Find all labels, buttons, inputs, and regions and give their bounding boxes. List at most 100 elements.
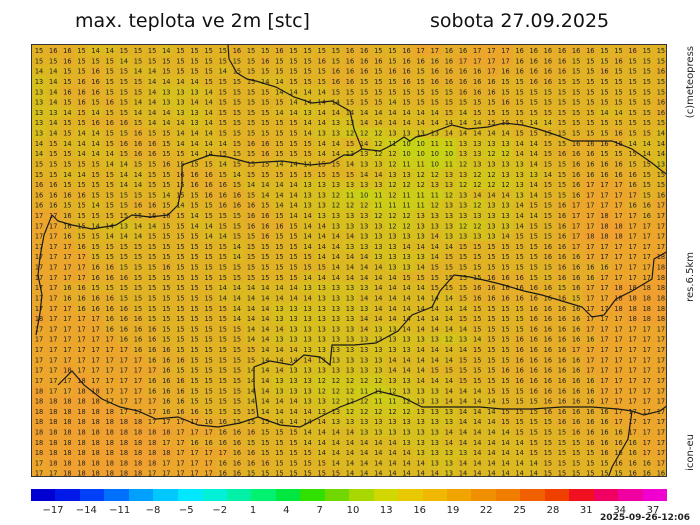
- temperature-value: 15: [233, 222, 241, 230]
- temperature-cell-fill: [569, 189, 584, 201]
- temperature-value: 15: [586, 99, 594, 107]
- temperature-cell-fill: [244, 282, 259, 294]
- temperature-cell-fill: [427, 240, 443, 252]
- temperature-cell-fill: [32, 251, 47, 263]
- temperature-value: 13: [360, 160, 368, 168]
- temperature-cell-fill: [145, 447, 160, 458]
- temperature-value: 15: [459, 99, 467, 107]
- temperature-value: 14: [332, 264, 340, 272]
- temperature-cell-fill: [597, 189, 613, 201]
- temperature-cell-fill: [554, 313, 570, 324]
- temperature-value: 15: [388, 57, 396, 65]
- temperature-cell-fill: [187, 55, 203, 67]
- temperature-value: 16: [515, 367, 523, 375]
- temperature-cell-fill: [314, 127, 330, 139]
- temperature-cell-fill: [88, 96, 104, 108]
- temperature-value: 18: [91, 449, 99, 457]
- temperature-value: 15: [247, 191, 255, 199]
- temperature-value: 16: [106, 264, 114, 272]
- temperature-value: 14: [346, 459, 354, 467]
- temperature-value: 15: [204, 274, 212, 282]
- temperature-cell-fill: [46, 436, 61, 448]
- temperature-cell-fill: [258, 86, 273, 98]
- temperature-cell-fill: [286, 271, 302, 283]
- temperature-value: 13: [388, 418, 396, 426]
- temperature-cell-fill: [215, 199, 231, 211]
- temperature-value: 10: [431, 160, 439, 168]
- color-scale-tick: −8: [145, 505, 161, 516]
- temperature-value: 14: [416, 243, 424, 251]
- temperature-value: 14: [332, 233, 340, 241]
- temperature-value: 14: [261, 294, 269, 302]
- temperature-cell-fill: [300, 364, 316, 376]
- temperature-cell-fill: [653, 209, 666, 221]
- temperature-value: 15: [289, 68, 297, 76]
- temperature-cell-fill: [46, 148, 61, 160]
- temperature-cell-fill: [470, 220, 485, 232]
- temperature-cell-fill: [357, 374, 372, 386]
- temperature-value: 17: [643, 408, 651, 416]
- temperature-cell-fill: [357, 271, 372, 283]
- temperature-cell-fill: [130, 117, 146, 129]
- temperature-value: 16: [219, 181, 227, 189]
- temperature-cell-fill: [427, 189, 443, 201]
- temperature-value: 17: [204, 470, 212, 477]
- temperature-cell-fill: [399, 261, 415, 273]
- temperature-value: 15: [134, 284, 142, 292]
- temperature-cell-fill: [399, 313, 415, 324]
- temperature-value: 14: [388, 274, 396, 282]
- temperature-value: 13: [388, 233, 396, 241]
- temperature-value: 13: [346, 367, 354, 375]
- temperature-value: 17: [49, 377, 57, 385]
- temperature-value: 14: [204, 109, 212, 117]
- temperature-value: 17: [600, 336, 608, 344]
- temperature-cell-fill: [60, 261, 75, 273]
- temperature-value: 14: [445, 439, 453, 447]
- temperature-value: 15: [360, 99, 368, 107]
- temperature-cell-fill: [328, 86, 344, 98]
- temperature-value: 11: [416, 160, 424, 168]
- temperature-value: 14: [459, 109, 467, 117]
- temperature-value: 15: [572, 68, 580, 76]
- temperature-value: 15: [204, 57, 212, 65]
- temperature-value: 18: [77, 398, 85, 406]
- temperature-cell-fill: [357, 292, 372, 304]
- temperature-value: 16: [35, 191, 43, 199]
- temperature-value: 14: [445, 325, 453, 333]
- temperature-cell-fill: [229, 55, 245, 67]
- temperature-value: 16: [572, 356, 580, 364]
- temperature-cell-fill: [512, 333, 528, 345]
- temperature-value: 12: [332, 398, 340, 406]
- temperature-value: 14: [431, 119, 439, 127]
- temperature-value: 15: [643, 171, 651, 179]
- temperature-value: 15: [544, 130, 552, 138]
- temperature-value: 17: [473, 47, 481, 55]
- temperature-value: 18: [35, 398, 43, 406]
- temperature-cell-fill: [159, 148, 174, 160]
- temperature-value: 13: [275, 336, 283, 344]
- temperature-value: 17: [162, 418, 170, 426]
- color-scale-tick: 25: [513, 505, 527, 516]
- temperature-value: 17: [614, 212, 622, 220]
- temperature-cell-fill: [357, 251, 372, 263]
- temperature-value: 13: [190, 88, 198, 96]
- color-scale-segment: [31, 489, 56, 501]
- temperature-value: 16: [558, 418, 566, 426]
- temperature-cell-fill: [60, 117, 75, 129]
- temperature-value: 16: [586, 336, 594, 344]
- temperature-cell-fill: [371, 209, 386, 221]
- temperature-value: 17: [91, 356, 99, 364]
- temperature-cell-fill: [385, 55, 401, 67]
- temperature-cell-fill: [102, 292, 118, 304]
- temperature-value: 14: [657, 140, 665, 148]
- temperature-cell-fill: [427, 261, 443, 273]
- temperature-cell-fill: [60, 240, 75, 252]
- temperature-cell-fill: [512, 354, 528, 366]
- temperature-cell-fill: [427, 323, 443, 335]
- temperature-value: 15: [628, 78, 636, 86]
- temperature-value: 13: [487, 212, 495, 220]
- temperature-value: 14: [643, 140, 651, 148]
- temperature-value: 15: [204, 68, 212, 76]
- temperature-cell-fill: [653, 313, 666, 324]
- temperature-value: 13: [402, 336, 410, 344]
